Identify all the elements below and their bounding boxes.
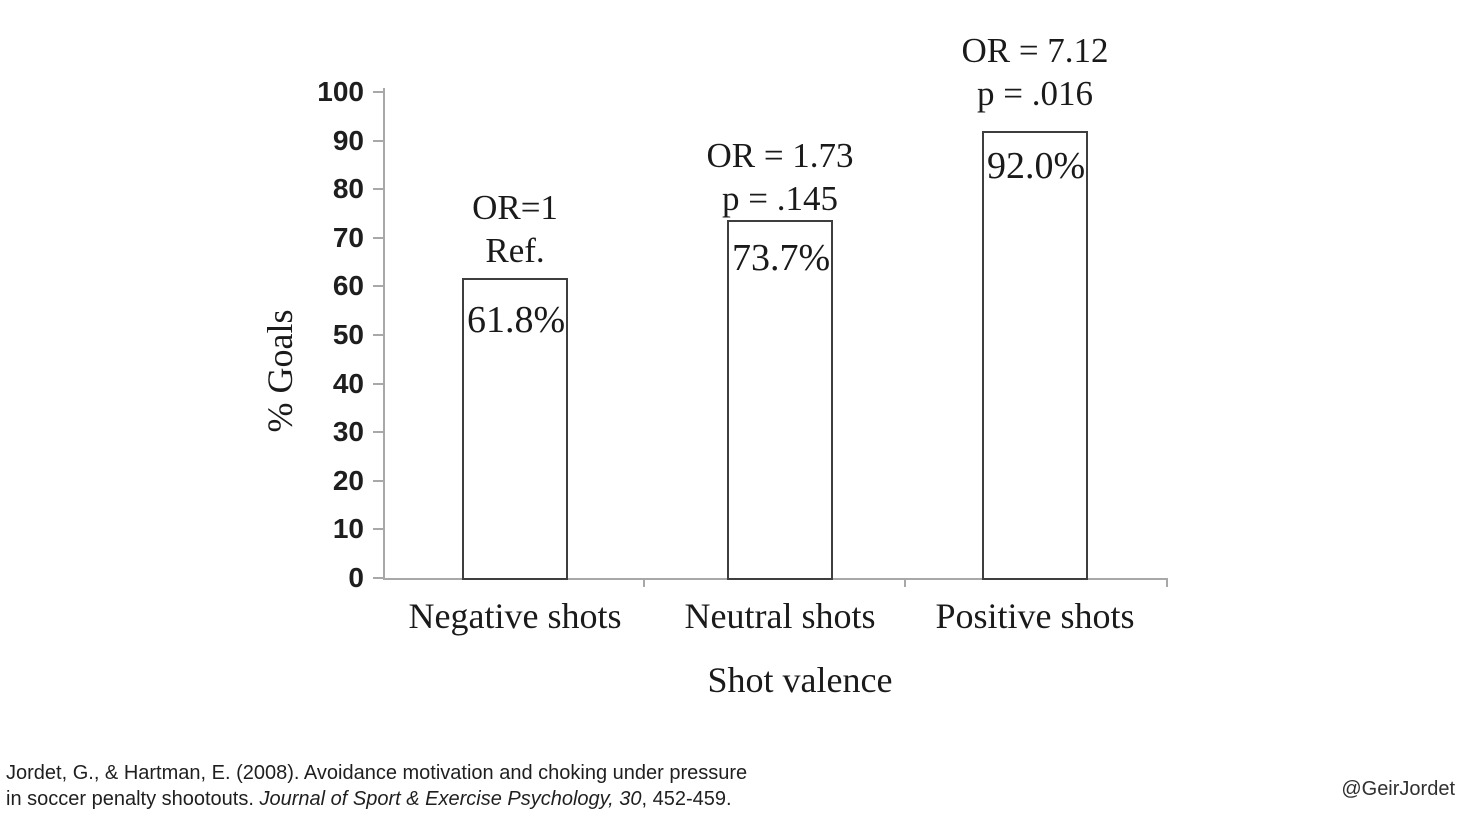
bar-negative-shots — [462, 277, 568, 580]
x-tick-mark — [1166, 580, 1168, 587]
y-tick-label: 0 — [348, 562, 364, 593]
y-axis-title: % Goals — [260, 309, 300, 433]
goals-bar-chart: 0 10 20 30 40 50 60 70 80 90 100 % Goals Shot vale… — [260, 29, 1168, 700]
y-tick-label: 50 — [332, 319, 364, 350]
citation-line-1: Jordet, G., & Hartman, E. (2008). Avoida… — [6, 762, 748, 784]
y-tick-label: 20 — [332, 464, 364, 496]
or-label: OR=1 — [472, 187, 558, 227]
y-tick-mark — [373, 577, 383, 579]
y-tick-label: 80 — [332, 173, 364, 205]
x-tick-mark — [643, 580, 645, 587]
or-label: OR = 1.73 — [706, 135, 854, 175]
bar-annotation: OR = 7.12 p = .016 — [961, 29, 1108, 115]
or-label: OR = 7.12 — [961, 30, 1109, 70]
y-tick-mark — [373, 382, 383, 385]
bar-annotation: OR = 1.73 p = .145 — [706, 134, 853, 220]
x-tick-mark — [904, 580, 906, 587]
bar-annotation: OR=1 Ref. — [472, 186, 558, 272]
y-tick-label: 40 — [332, 367, 364, 399]
y-tick-label: 10 — [332, 513, 364, 545]
p-label: p = .016 — [976, 73, 1093, 113]
y-axis-line — [383, 88, 385, 580]
y-tick-mark — [373, 188, 383, 191]
bar-positive-shots — [982, 130, 1088, 580]
x-category-label: Neutral shots — [684, 596, 876, 636]
y-tick-mark — [373, 139, 383, 142]
y-tick-mark — [373, 91, 383, 93]
x-axis-title: Shot valence — [707, 660, 893, 700]
y-tick-mark — [373, 431, 383, 434]
y-tick-mark — [373, 236, 383, 239]
x-category-label: Positive shots — [935, 596, 1135, 636]
x-category-label: Negative shots — [408, 596, 622, 636]
y-tick-mark — [373, 334, 383, 336]
y-tick-label: 60 — [332, 270, 364, 302]
bar-value-label: 61.8% — [467, 298, 566, 341]
citation-line-2: in soccer penalty shootouts. Journal of … — [6, 788, 732, 810]
p-label: Ref. — [485, 230, 545, 270]
y-tick-mark — [373, 479, 383, 482]
y-tick-label: 90 — [332, 124, 364, 156]
p-label: p = .145 — [721, 178, 838, 218]
bar-neutral-shots — [727, 219, 833, 580]
bar-value-label: 92.0% — [987, 144, 1086, 187]
y-tick-mark — [373, 528, 383, 531]
y-tick-label: 70 — [332, 221, 364, 253]
y-tick-label: 100 — [317, 76, 364, 107]
citation-text: Jordet, G., & Hartman, E. (2008). Avoida… — [6, 760, 747, 812]
y-tick-label: 30 — [332, 416, 364, 448]
bar-value-label: 73.7% — [732, 236, 831, 279]
twitter-handle: @GeirJordet — [1341, 778, 1455, 800]
y-tick-mark — [373, 285, 383, 288]
